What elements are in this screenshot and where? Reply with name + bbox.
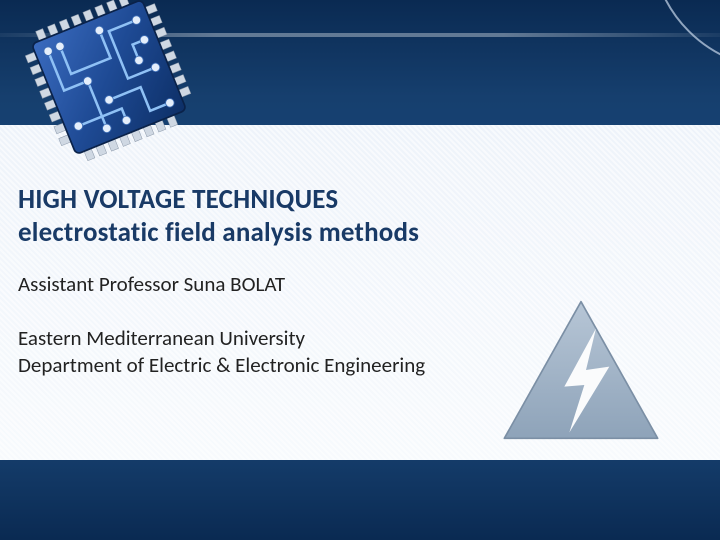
author-line: Assistant Professor Suna BOLAT [18, 271, 692, 297]
slide-title-line2: electrostatic field analysis methods [18, 216, 692, 249]
slide-title-line1: HIGH VOLTAGE TECHNIQUES [18, 183, 692, 216]
high-voltage-warning-icon [496, 295, 666, 445]
